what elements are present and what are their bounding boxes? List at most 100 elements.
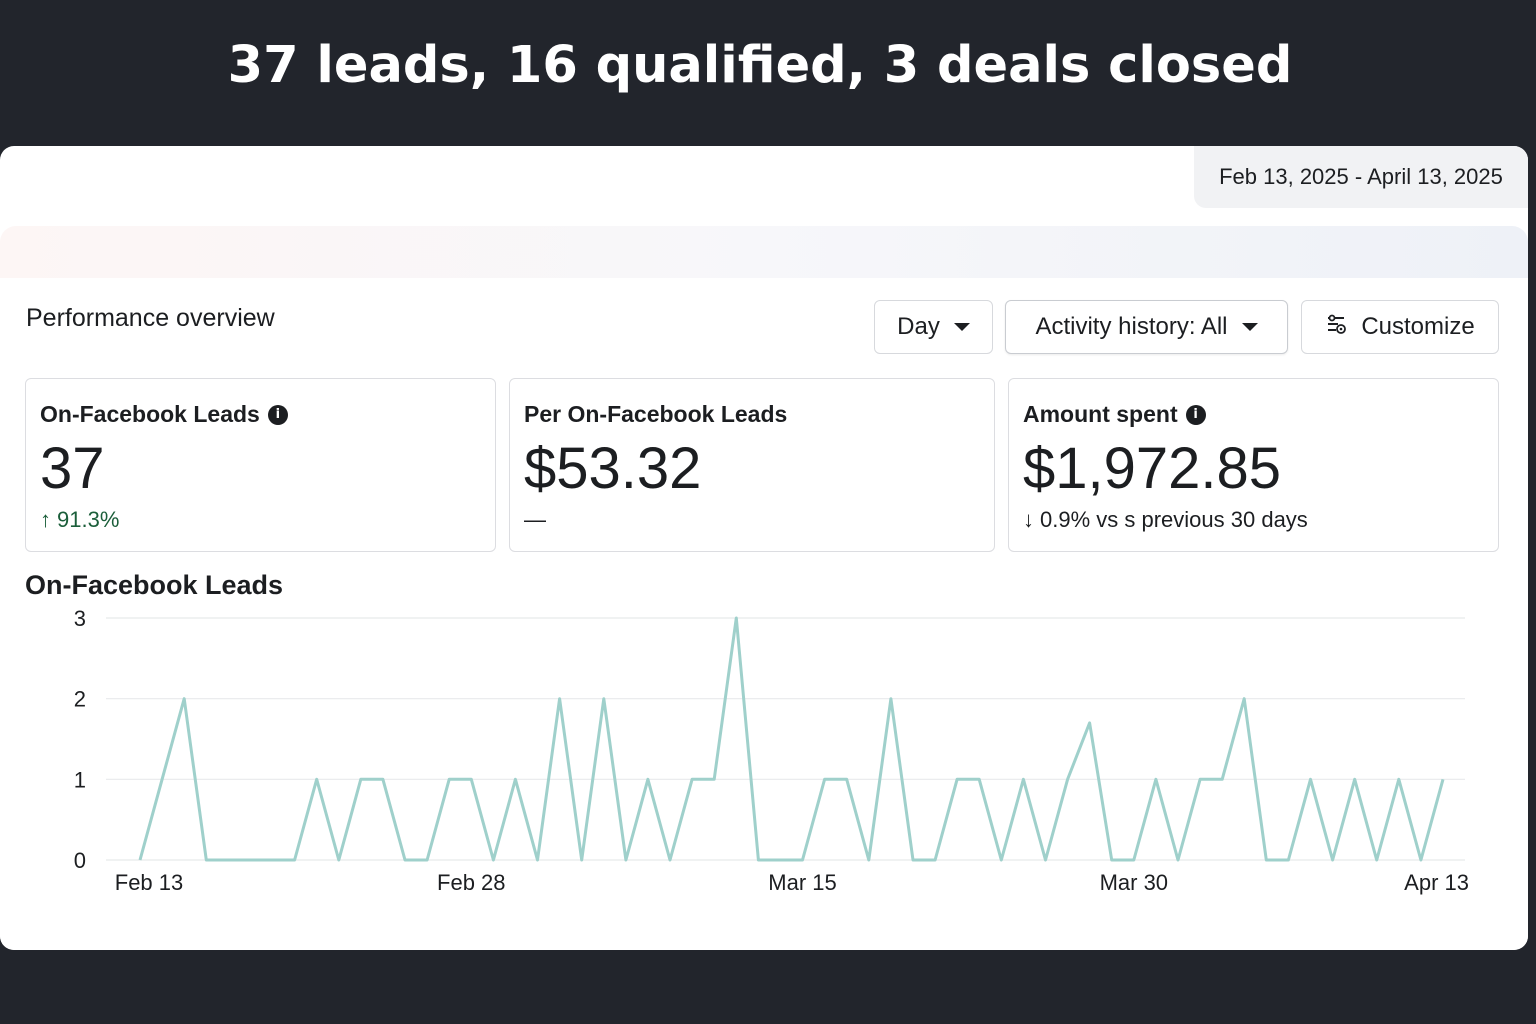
data-point[interactable]	[576, 854, 588, 866]
ads-dashboard-card: Feb 13, 2025 - April 13, 2025 Performanc…	[0, 146, 1528, 950]
data-point[interactable]	[1349, 773, 1361, 785]
data-point[interactable]	[752, 854, 764, 866]
data-point[interactable]	[222, 854, 234, 866]
data-point[interactable]	[1282, 854, 1294, 866]
series-line-leads	[138, 616, 1445, 862]
data-point[interactable]	[1216, 773, 1228, 785]
metric-change: —	[524, 507, 546, 533]
data-point[interactable]	[1062, 773, 1074, 785]
data-point[interactable]	[995, 854, 1007, 866]
data-point[interactable]	[598, 693, 610, 705]
data-point[interactable]	[1393, 773, 1405, 785]
x-tick-label: Mar 15	[768, 870, 836, 895]
headline: 37 leads, 16 qualified, 3 deals closed	[227, 36, 1293, 95]
data-point[interactable]	[1084, 717, 1096, 729]
metric-change-text: 0.9% vs s previous 30 days	[1040, 507, 1308, 532]
info-icon[interactable]: i	[1185, 404, 1206, 425]
data-point[interactable]	[1238, 693, 1250, 705]
data-point[interactable]	[289, 854, 301, 866]
section-title: Performance overview	[26, 304, 275, 332]
data-point[interactable]	[443, 773, 455, 785]
data-point[interactable]	[311, 773, 323, 785]
data-point[interactable]	[708, 773, 720, 785]
x-tick-label: Apr 13	[1404, 870, 1469, 895]
data-point[interactable]	[1437, 773, 1449, 785]
metric-card-leads[interactable]: On-Facebook Leads i 37 ↑ 91.3%	[25, 378, 496, 552]
data-point[interactable]	[1260, 854, 1272, 866]
data-point[interactable]	[863, 854, 875, 866]
customize-button[interactable]: Customize	[1301, 300, 1499, 354]
header-band	[0, 226, 1528, 278]
data-point[interactable]	[1304, 773, 1316, 785]
data-point[interactable]	[1128, 854, 1140, 866]
metric-value: 37	[40, 436, 105, 501]
y-tick-label: 2	[74, 687, 86, 712]
data-point[interactable]	[200, 854, 212, 866]
customize-sliders-icon	[1325, 313, 1347, 342]
data-point[interactable]	[134, 854, 146, 866]
data-point[interactable]	[1106, 854, 1118, 866]
data-point[interactable]	[532, 854, 544, 866]
x-tick-label: Feb 13	[115, 870, 184, 895]
metric-value: $53.32	[524, 436, 702, 501]
data-point[interactable]	[156, 773, 168, 785]
date-range-picker[interactable]: Feb 13, 2025 - April 13, 2025	[1194, 146, 1528, 208]
data-point[interactable]	[465, 773, 477, 785]
data-point[interactable]	[1017, 773, 1029, 785]
metric-card-cost-per-lead[interactable]: Per On-Facebook Leads $53.32 —	[509, 378, 995, 552]
metric-change-text: —	[524, 507, 546, 532]
y-tick-label: 3	[74, 608, 86, 631]
data-point[interactable]	[267, 854, 279, 866]
data-point[interactable]	[929, 854, 941, 866]
data-point[interactable]	[686, 773, 698, 785]
customize-label: Customize	[1361, 313, 1475, 340]
data-point[interactable]	[421, 854, 433, 866]
data-point[interactable]	[951, 773, 963, 785]
data-point[interactable]	[487, 854, 499, 866]
data-point[interactable]	[907, 854, 919, 866]
metric-label: On-Facebook Leads i	[40, 401, 288, 428]
metric-label-text: Amount spent	[1023, 401, 1178, 427]
data-point[interactable]	[620, 854, 632, 866]
day-dropdown[interactable]: Day	[874, 300, 993, 354]
data-point[interactable]	[973, 773, 985, 785]
data-point[interactable]	[819, 773, 831, 785]
data-point[interactable]	[1150, 773, 1162, 785]
data-point[interactable]	[774, 854, 786, 866]
data-point[interactable]	[355, 773, 367, 785]
metric-card-amount-spent[interactable]: Amount spent i $1,972.85 ↓ 0.9% vs s pre…	[1008, 378, 1499, 552]
data-point[interactable]	[333, 854, 345, 866]
metric-label: Per On-Facebook Leads	[524, 401, 787, 428]
activity-history-label: Activity history: All	[1035, 313, 1228, 340]
data-point[interactable]	[797, 854, 809, 866]
day-dropdown-label: Day	[897, 313, 940, 340]
data-point[interactable]	[244, 854, 256, 866]
data-point[interactable]	[178, 693, 190, 705]
data-point[interactable]	[554, 693, 566, 705]
data-point[interactable]	[399, 854, 411, 866]
chart-title: On-Facebook Leads	[25, 570, 284, 600]
data-point[interactable]	[509, 773, 521, 785]
activity-history-dropdown[interactable]: Activity history: All	[1005, 300, 1288, 354]
caret-down-icon	[953, 323, 970, 331]
info-icon[interactable]: i	[267, 404, 288, 425]
data-point[interactable]	[1194, 773, 1206, 785]
data-point[interactable]	[1039, 854, 1051, 866]
data-point[interactable]	[885, 693, 897, 705]
metric-change: ↓ 0.9% vs s previous 30 days	[1023, 507, 1308, 533]
data-point[interactable]	[664, 854, 676, 866]
data-point[interactable]	[1327, 854, 1339, 866]
data-point[interactable]	[1172, 854, 1184, 866]
x-tick-label: Feb 28	[437, 870, 506, 895]
metric-label-text: On-Facebook Leads	[40, 401, 260, 427]
y-tick-label: 1	[74, 767, 86, 792]
metric-label: Amount spent i	[1023, 401, 1206, 428]
data-point[interactable]	[1415, 854, 1427, 866]
data-point[interactable]	[730, 612, 742, 624]
x-tick-label: Mar 30	[1100, 870, 1168, 895]
y-tick-label: 0	[74, 848, 86, 873]
data-point[interactable]	[1371, 854, 1383, 866]
data-point[interactable]	[642, 773, 654, 785]
data-point[interactable]	[841, 773, 853, 785]
data-point[interactable]	[377, 773, 389, 785]
